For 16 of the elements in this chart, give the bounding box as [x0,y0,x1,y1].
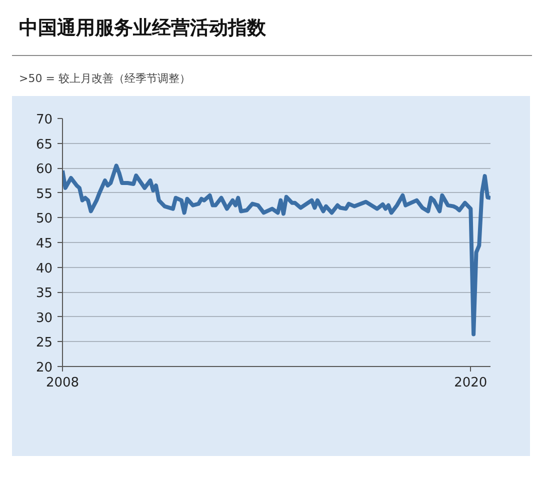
chart-title: 中国通用服务业经营活动指数 [19,16,266,41]
y-tick-label: 45 [36,236,53,252]
y-tick-label: 60 [36,162,53,178]
y-tick-label: 55 [36,186,53,202]
chart-subtitle: >50 = 较上月改善（经季节调整） [19,71,190,87]
y-tick-label: 65 [36,137,53,152]
y-tick-label: 35 [36,286,53,302]
y-tick-label: 25 [36,336,53,351]
y-tick-label: 70 [36,112,53,128]
x-tick-label: 2020 [454,376,488,390]
y-tick-label: 20 [36,360,53,376]
y-tick-label: 40 [36,261,53,276]
x-tick-label: 2008 [46,376,80,390]
line-series [62,164,490,336]
y-tick-label: 50 [36,212,53,227]
y-tick-label: 30 [36,310,53,326]
